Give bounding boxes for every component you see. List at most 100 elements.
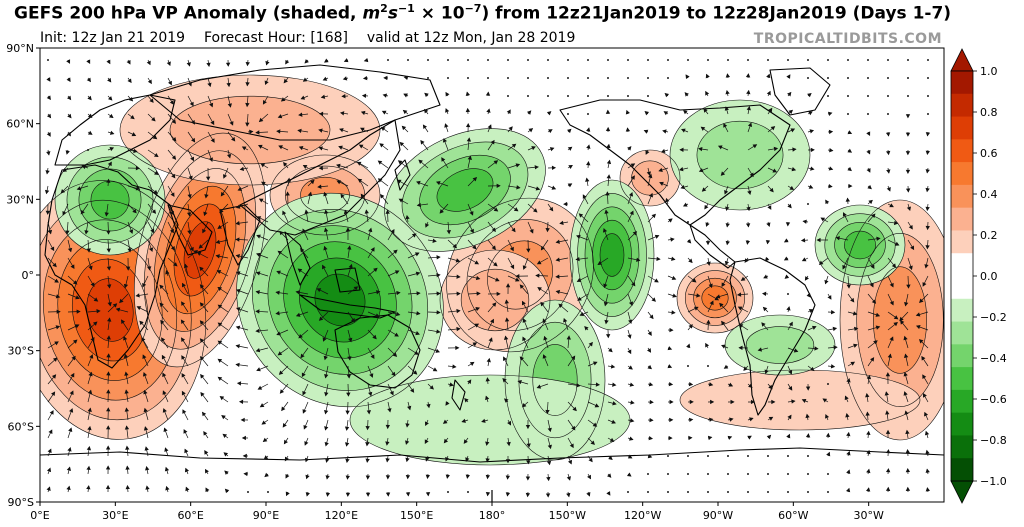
wind-vector-head bbox=[256, 216, 262, 221]
contour bbox=[283, 241, 397, 359]
wind-vector-head bbox=[526, 460, 531, 465]
wind-vector-head bbox=[259, 403, 265, 408]
wind-vector-head bbox=[801, 398, 807, 403]
wind-vector-head bbox=[710, 399, 715, 405]
wind-vector-head bbox=[276, 270, 281, 275]
wind-vector-head bbox=[465, 107, 471, 113]
wind-vector-head bbox=[235, 237, 240, 242]
wind-vector-head bbox=[238, 399, 244, 405]
contour bbox=[169, 95, 331, 165]
wind-vector-head bbox=[908, 265, 913, 271]
wind-vector-head bbox=[889, 336, 894, 341]
wind-vector-head bbox=[106, 248, 111, 253]
wind-vector-head bbox=[844, 395, 849, 401]
wind-vector-head bbox=[302, 77, 308, 82]
wind-vector-head bbox=[688, 324, 693, 329]
contour bbox=[71, 258, 149, 362]
wind-vector-head bbox=[455, 258, 461, 263]
lon-tick-label: 90°E bbox=[253, 509, 279, 522]
wind-vector-head bbox=[300, 247, 305, 253]
wind-vector-head bbox=[411, 233, 417, 238]
wind-vector-head bbox=[389, 390, 394, 396]
wind-vector-head bbox=[348, 337, 353, 343]
wind-vector-head bbox=[441, 157, 446, 162]
wind-vector-head bbox=[46, 113, 52, 119]
wind-vector-head bbox=[496, 291, 501, 297]
wind-vector-head bbox=[602, 228, 608, 233]
wind-vector-head bbox=[318, 316, 324, 321]
colorbar-tick-label: −0.2 bbox=[980, 311, 1007, 324]
wind-vector-head bbox=[865, 411, 870, 416]
wind-vector-head bbox=[709, 417, 714, 422]
wind-vector-head bbox=[486, 357, 491, 363]
wind-vector-head bbox=[301, 372, 306, 378]
wind-vector-head bbox=[260, 163, 266, 168]
wind-vector-head bbox=[786, 74, 791, 79]
wind-vector-head bbox=[526, 110, 532, 115]
wind-vector-head bbox=[543, 335, 548, 341]
wind-vector-head bbox=[668, 218, 673, 223]
vector-dot bbox=[87, 149, 89, 151]
wind-vector-head bbox=[88, 371, 93, 377]
wind-vector-head bbox=[324, 426, 329, 431]
wind-vector-head bbox=[373, 267, 378, 273]
wind-vector-head bbox=[304, 209, 309, 214]
wind-vector-head bbox=[190, 120, 196, 125]
wind-vector-head bbox=[414, 350, 419, 355]
lon-tick-label: 30°W bbox=[853, 509, 883, 522]
wind-vector-head bbox=[190, 156, 194, 162]
wind-vector-head bbox=[422, 124, 427, 130]
wind-vector-head bbox=[169, 100, 174, 105]
wind-vector-head bbox=[516, 185, 521, 190]
wind-vector-head bbox=[65, 150, 70, 155]
wind-vector-head bbox=[764, 256, 770, 262]
wind-vector-head bbox=[626, 472, 632, 477]
vector-dot bbox=[267, 491, 269, 493]
init-time: Init: 12z Jan 21 2019 bbox=[40, 30, 186, 46]
wind-vector-head bbox=[791, 399, 796, 404]
contour bbox=[349, 374, 631, 466]
title-unit-mult-exp: −7 bbox=[464, 2, 482, 15]
wind-vector-head bbox=[647, 364, 652, 370]
wind-vector-head bbox=[87, 130, 93, 135]
wind-vector-head bbox=[372, 334, 377, 340]
vector-dot bbox=[867, 95, 869, 97]
wind-vector-head bbox=[396, 290, 401, 296]
wind-vector-head bbox=[375, 313, 380, 318]
wind-vector-head bbox=[846, 487, 851, 493]
wind-vector-head bbox=[393, 249, 398, 254]
wind-vector-head bbox=[757, 347, 763, 352]
wind-vector-head bbox=[826, 451, 831, 457]
wind-vector-head bbox=[385, 492, 391, 497]
wind-vector-head bbox=[809, 366, 815, 372]
wind-vector-head bbox=[341, 93, 346, 99]
wind-vector-head bbox=[52, 262, 57, 268]
wind-vector-head bbox=[147, 266, 152, 271]
lon-tick-label: 60°W bbox=[778, 509, 808, 522]
wind-vector-head bbox=[67, 447, 72, 452]
wind-vector-head bbox=[200, 373, 205, 379]
wind-vector-head bbox=[416, 311, 421, 316]
wind-vector-head bbox=[866, 449, 871, 455]
wind-vector-head bbox=[86, 445, 92, 451]
wind-vector-head bbox=[785, 222, 791, 227]
wind-vector-head bbox=[814, 346, 819, 351]
vector-dot bbox=[467, 491, 469, 493]
wind-vector-head bbox=[576, 278, 582, 282]
wind-vector-head bbox=[382, 93, 388, 98]
wind-vector-head bbox=[106, 371, 111, 376]
wind-vector-head bbox=[286, 177, 291, 182]
wind-vector-head bbox=[236, 381, 242, 386]
wind-vector-head bbox=[204, 468, 209, 474]
wind-vector-head bbox=[264, 80, 269, 86]
wind-vector-head bbox=[405, 423, 410, 428]
wind-vector-head bbox=[496, 183, 501, 188]
chart-title: GEFS 200 hPa VP Anomaly (shaded, m2s−1 ×… bbox=[14, 2, 951, 24]
wind-vector-head bbox=[925, 169, 930, 174]
wind-vector-head bbox=[338, 145, 343, 150]
wind-vector-head bbox=[300, 353, 305, 359]
wind-vector-head bbox=[608, 455, 613, 460]
wind-vector-head bbox=[173, 262, 178, 267]
wind-vector-head bbox=[405, 440, 410, 445]
wind-vector-head bbox=[323, 191, 328, 197]
